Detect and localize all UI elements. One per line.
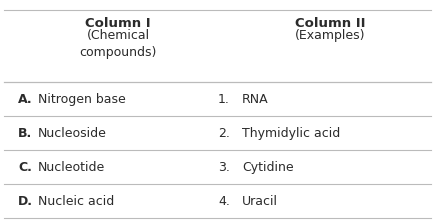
Text: Thymidylic acid: Thymidylic acid	[241, 126, 339, 139]
Text: (Examples): (Examples)	[294, 29, 365, 42]
Text: (Chemical
compounds): (Chemical compounds)	[79, 29, 156, 59]
Text: RNA: RNA	[241, 92, 268, 106]
Text: Nucleoside: Nucleoside	[38, 126, 107, 139]
Text: D.: D.	[18, 194, 33, 207]
Text: C.: C.	[18, 161, 32, 174]
Text: B.: B.	[18, 126, 32, 139]
Text: 3.: 3.	[217, 161, 229, 174]
Text: Uracil: Uracil	[241, 194, 277, 207]
Text: 2.: 2.	[217, 126, 229, 139]
Text: Column I: Column I	[85, 17, 151, 30]
Text: Nucleotide: Nucleotide	[38, 161, 105, 174]
Text: 4.: 4.	[217, 194, 229, 207]
Text: Cytidine: Cytidine	[241, 161, 293, 174]
Text: Nucleic acid: Nucleic acid	[38, 194, 114, 207]
Text: Nitrogen base: Nitrogen base	[38, 92, 125, 106]
Text: A.: A.	[18, 92, 33, 106]
Text: Column II: Column II	[294, 17, 365, 30]
Text: 1.: 1.	[217, 92, 229, 106]
